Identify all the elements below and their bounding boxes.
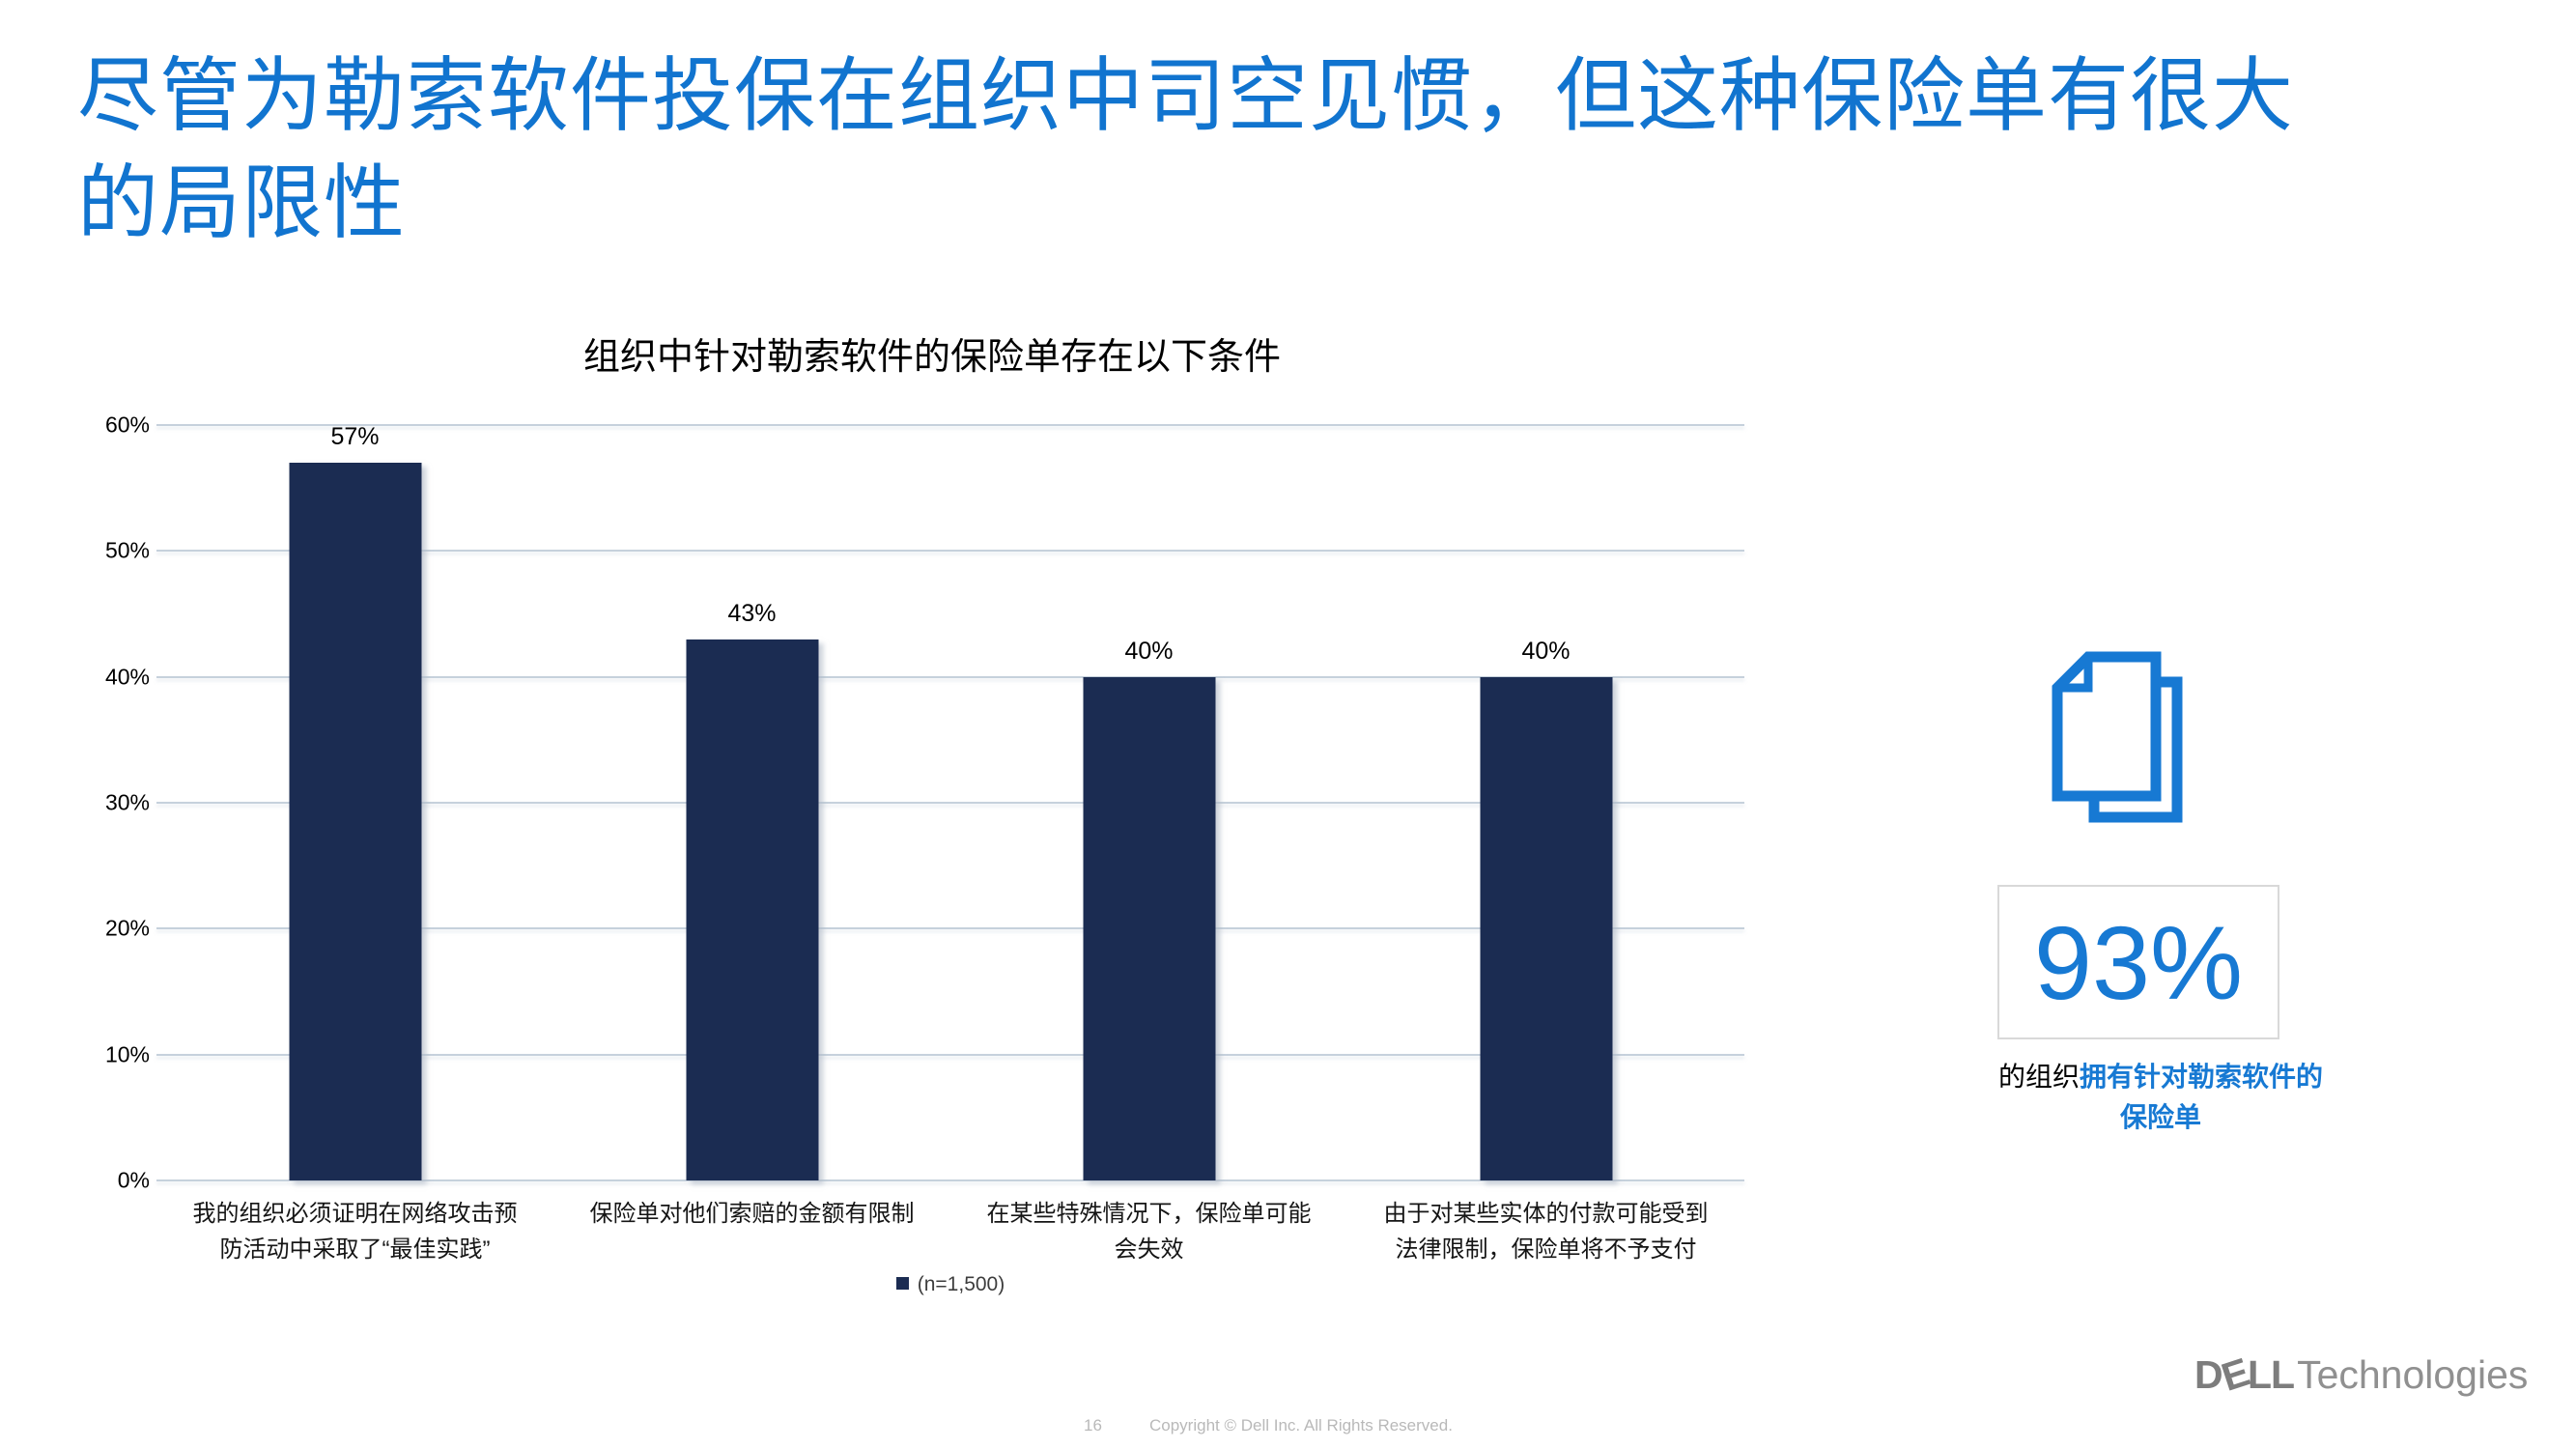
slide-title-line2: 的局限性	[77, 156, 407, 248]
stat-caption-bold-line2: 保险单	[2119, 1102, 2201, 1132]
bar-value-label: 43%	[727, 599, 777, 627]
dell-letter-l1: L	[2247, 1352, 2272, 1397]
x-axis-category-label: 在某些特殊情况下，保险单可能会失效	[986, 1201, 1312, 1264]
bar-column: 40%	[1347, 425, 1744, 1180]
y-tick-label: 30%	[104, 789, 150, 815]
plot-area: 0% 10% 20% 30% 40% 50% 60% 57% 43% 40% 40%	[92, 412, 1772, 1193]
page-number: 16	[1084, 1416, 1102, 1435]
dell-letter-l2: L	[2271, 1352, 2295, 1397]
stat-caption-prefix: 的组织	[1997, 1062, 2080, 1092]
bar	[686, 639, 818, 1180]
legend: (n=1,500)	[156, 1273, 1744, 1296]
y-tick-label: 0%	[117, 1167, 150, 1193]
gridline	[156, 675, 1744, 678]
bar-value-label: 40%	[1521, 637, 1571, 665]
y-tick-label: 20%	[104, 915, 150, 941]
gridline	[156, 1179, 1744, 1181]
x-axis-category-label: 保险单对他们索赔的金额有限制	[589, 1201, 915, 1227]
bars: 57% 43% 40% 40%	[156, 423, 1744, 1180]
x-axis-category-label: 由于对某些实体的付款可能受到法律限制，保险单将不予支付	[1383, 1201, 1709, 1264]
y-tick-label: 50%	[104, 537, 150, 563]
bar-column: 57%	[156, 423, 553, 1180]
dell-letter-d: D	[2194, 1352, 2223, 1397]
bar-chart: 组织中针对勒索软件的保险单存在以下条件 0% 10% 20% 30% 40% 50% 60%…	[92, 319, 1772, 1352]
bar	[1083, 676, 1215, 1180]
x-axis-category-label: 我的组织必须证明在网络攻击预防活动中采取了“最佳实践”	[192, 1201, 518, 1264]
technologies-wordmark: Technologies	[2297, 1352, 2529, 1397]
x-axis-labels: 我的组织必须证明在网络攻击预防活动中采取了“最佳实践” 保险单对他们索赔的金额有限…	[156, 1196, 1744, 1267]
gridline	[156, 927, 1744, 930]
copyright-text: Copyright © Dell Inc. All Rights Reserve…	[1149, 1416, 1453, 1435]
y-tick-label: 40%	[104, 664, 150, 690]
chart-title: 组织中针对勒索软件的保险单存在以下条件	[582, 337, 1281, 378]
bar-column: 40%	[950, 425, 1347, 1180]
gridline	[156, 802, 1744, 804]
slide-title: 尽管为勒索软件投保在组织中司空见惯，但这种保险单有很大 的局限性	[77, 43, 2502, 257]
gridline	[156, 424, 1744, 426]
legend-marker-icon	[895, 1276, 909, 1290]
y-tick-label: 10%	[104, 1041, 150, 1067]
bar-column: 43%	[553, 425, 950, 1180]
bar-value-label: 40%	[1124, 637, 1174, 665]
legend-label: (n=1,500)	[917, 1273, 1005, 1295]
gridline	[156, 1053, 1744, 1056]
gridline	[156, 550, 1744, 553]
bar	[1480, 676, 1612, 1180]
bar	[289, 463, 421, 1180]
bar-value-label: 57%	[330, 423, 380, 451]
stat-caption: 的组织拥有针对勒索软件的保险单	[1953, 1057, 2368, 1138]
stat-box: 93%	[1997, 885, 2279, 1039]
slide-title-line1: 尽管为勒索软件投保在组织中司空见惯，但这种保险单有很大	[77, 50, 2295, 141]
y-tick-label: 60%	[104, 412, 150, 438]
plot-inner: 57% 43% 40% 40%	[156, 423, 1744, 1181]
stat-value: 93%	[2033, 903, 2244, 1021]
y-axis: 0% 10% 20% 30% 40% 50% 60%	[92, 412, 150, 1193]
documents-icon	[2052, 651, 2183, 823]
stat-caption-bold: 拥有针对勒索软件的	[2080, 1062, 2324, 1092]
